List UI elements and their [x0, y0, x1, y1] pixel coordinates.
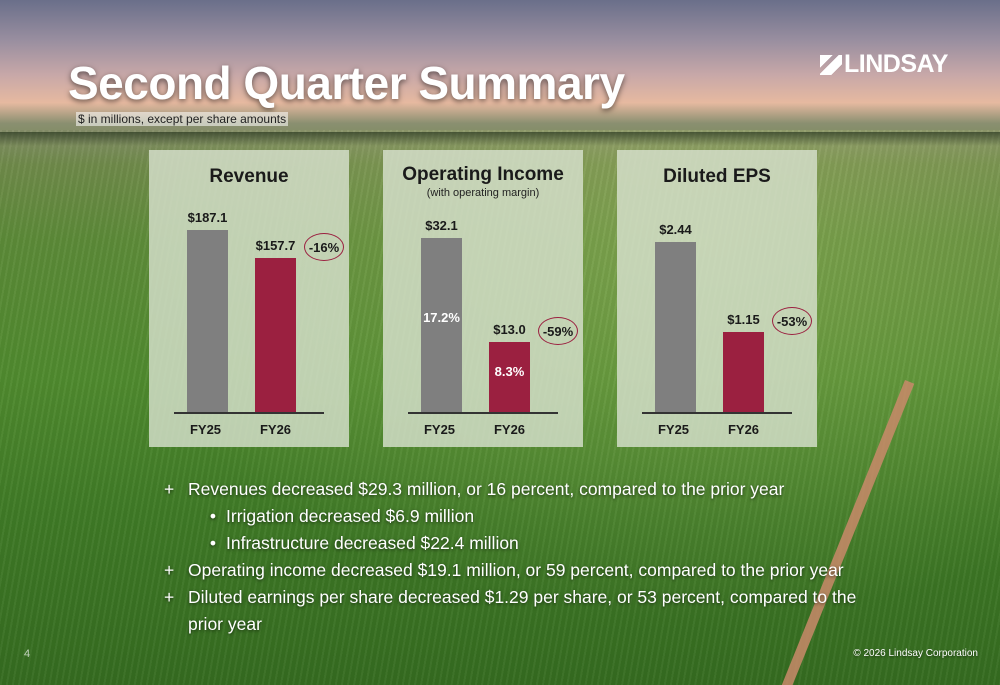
x-axis-line	[174, 412, 324, 414]
operating-margin-label: 8.3%	[494, 364, 525, 379]
change-percent-badge: -16%	[304, 233, 344, 261]
x-axis-line	[642, 412, 792, 414]
background-treeline	[0, 132, 1000, 146]
bullet-text: Operating income decreased $19.1 million…	[188, 560, 844, 580]
bar-fy26	[255, 258, 296, 412]
x-tick-label: FY25	[657, 422, 690, 437]
operating-income-chart-panel: Operating Income (with operating margin)…	[383, 150, 583, 447]
company-logo: LINDSAY	[820, 50, 948, 79]
bar-value-label: $1.15	[727, 312, 760, 327]
bullet-marker: +	[164, 587, 175, 607]
revenue-chart-panel: Revenue $187.1 FY25 $157.7 FY26 -16%	[149, 150, 349, 447]
bar-fy25	[421, 238, 462, 412]
bullet-text: Irrigation decreased $6.9 million	[226, 506, 475, 526]
bullet-marker: +	[164, 560, 175, 580]
chart-subtitle: (with operating margin)	[426, 187, 540, 199]
bar-fy25	[187, 230, 228, 412]
bullet-marker: •	[209, 533, 217, 553]
bar-value-label: $13.0	[493, 322, 526, 337]
chart-title: Operating Income	[402, 164, 564, 185]
x-tick-label: FY26	[259, 422, 292, 437]
change-percent-badge: -59%	[538, 317, 578, 345]
bar-value-label: $32.1	[425, 218, 458, 233]
bar-fy26	[489, 342, 530, 412]
bullet-item: • Infrastructure decreased $22.4 million	[164, 530, 864, 557]
diluted-eps-chart-panel: Diluted EPS $2.44 FY25 $1.15 FY26 -53%	[617, 150, 817, 447]
bullet-text: Infrastructure decreased $22.4 million	[226, 533, 519, 553]
operating-margin-label: 17.2%	[423, 310, 460, 325]
chart-title: Revenue	[209, 166, 289, 187]
logo-text: LINDSAY	[844, 50, 948, 78]
bullet-item: + Diluted earnings per share decreased $1…	[164, 584, 864, 638]
bullet-item: + Revenues decreased $29.3 million, or 16…	[164, 476, 864, 503]
x-tick-label: FY25	[189, 422, 222, 437]
x-tick-label: FY25	[423, 422, 456, 437]
bar-value-label: $2.44	[659, 222, 692, 237]
summary-bullets: + Revenues decreased $29.3 million, or 16…	[164, 476, 864, 638]
bullet-text: Diluted earnings per share decreased $1.…	[188, 587, 857, 634]
chart-title: Diluted EPS	[663, 166, 771, 187]
bar-value-label: $157.7	[255, 238, 296, 253]
bullet-item: • Irrigation decreased $6.9 million	[164, 503, 864, 530]
bullet-text: Revenues decreased $29.3 million, or 16 …	[188, 479, 785, 499]
page-number: 4	[24, 648, 31, 660]
x-axis-line	[408, 412, 558, 414]
page-subtitle: $ in millions, except per share amounts	[76, 112, 289, 126]
bar-fy26	[723, 332, 764, 412]
change-percent-badge: -53%	[772, 307, 812, 335]
x-tick-label: FY26	[493, 422, 526, 437]
page-title: Second Quarter Summary	[68, 57, 625, 109]
bullet-item: + Operating income decreased $19.1 millio…	[164, 557, 864, 584]
bullet-marker: +	[164, 479, 175, 499]
bar-fy25	[655, 242, 696, 412]
logo-mark-icon	[820, 54, 842, 75]
x-tick-label: FY26	[727, 422, 760, 437]
bar-value-label: $187.1	[187, 210, 228, 225]
copyright: © 2026 Lindsay Corporation	[853, 648, 978, 659]
bullet-marker: •	[209, 506, 217, 526]
